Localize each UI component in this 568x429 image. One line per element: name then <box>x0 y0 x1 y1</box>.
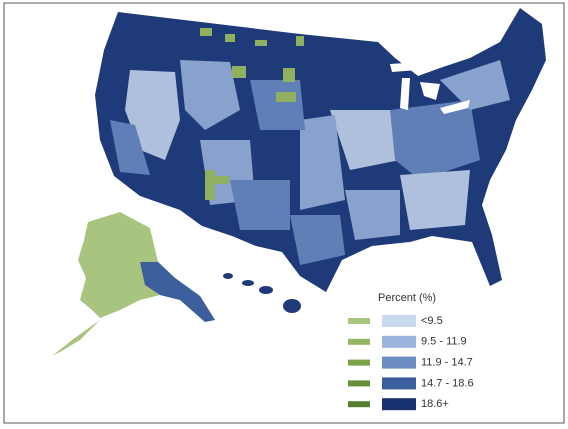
legend-label: 18.6+ <box>421 398 449 410</box>
legend-label: <9.5 <box>421 315 443 327</box>
legend-swatch <box>382 335 416 348</box>
legend: Percent (%) <9.5 9.5 - 11.9 11.9 - 14.7 14.… <box>348 292 474 411</box>
county-shading <box>110 60 510 265</box>
legend-swatch <box>382 398 416 411</box>
legend-label: 14.7 - 18.6 <box>421 377 474 389</box>
legend-swatch <box>382 377 416 390</box>
legend-label: 11.9 - 14.7 <box>421 357 473 369</box>
legend-alaska-swatch <box>348 359 370 366</box>
legend-label: 9.5 - 11.9 <box>421 336 467 348</box>
alaska-southeast <box>140 262 215 322</box>
legend-title: Percent (%) <box>378 292 436 304</box>
legend-swatch <box>382 356 416 369</box>
legend-alaska-swatch <box>348 380 370 387</box>
legend-alaska-swatch <box>348 338 370 345</box>
legend-alaska-swatch <box>348 401 370 408</box>
legend-alaska-swatch <box>348 318 370 324</box>
hawaii <box>223 273 301 313</box>
alaska <box>52 212 215 356</box>
great-lakes <box>390 62 470 114</box>
map <box>52 8 546 356</box>
green-counties <box>200 28 304 200</box>
legend-swatch <box>382 315 416 327</box>
